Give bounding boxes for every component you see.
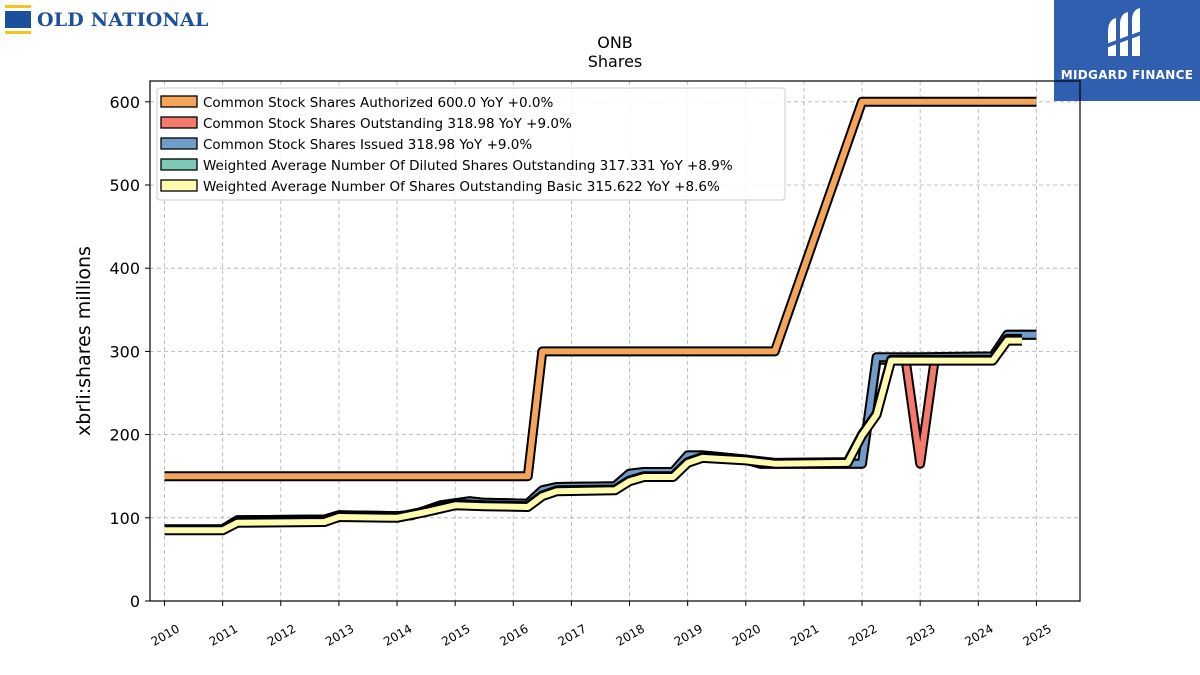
legend-entry-label: Weighted Average Number Of Shares Outsta… [203,179,720,195]
x-tick-label: 2013 [323,621,356,648]
series-weighted-average-number-of-shares-outstanding-basic [164,335,1022,536]
legend-swatch [160,116,198,129]
legend-swatch [160,95,198,108]
legend-entry-label: Common Stock Shares Authorized 600.0 YoY… [203,95,553,111]
plot-frame [149,80,1081,602]
midgard-finance-logo-text: MIDGARD FINANCE [1060,68,1194,82]
x-tick-label: 2021 [788,621,821,648]
y-tick-label: 100 [109,509,140,528]
x-tick-label: 2023 [904,621,937,648]
chart-subtitle: Shares [588,52,643,71]
y-tick-label: 0 [130,592,140,611]
series-common-stock-shares-authorized [164,96,1037,482]
x-tick-label: 2014 [381,621,414,648]
x-tick-label: 2012 [265,621,298,648]
midgard-emblem-icon [1106,8,1144,56]
x-tick-label: 2015 [439,621,472,648]
x-tick-label: 2022 [846,621,879,648]
series-line [164,337,1022,534]
x-tick-label: 2011 [207,621,240,648]
y-tick-label: 600 [109,93,140,112]
x-tick-label: 2024 [962,621,995,648]
x-tick-label: 2017 [555,621,588,648]
x-tick-label: 2025 [1020,621,1053,648]
series-line [164,98,1037,480]
legend-entry-label: Common Stock Shares Outstanding 318.98 Y… [203,116,572,132]
chart-title: ONB [597,33,633,52]
x-tick-label: 2010 [149,621,182,648]
y-tick-label: 400 [109,259,140,278]
series-lines [164,96,1037,536]
series-line-outline [164,335,1022,536]
legend: Common Stock Shares Authorized 600.0 YoY… [156,87,786,201]
midgard-finance-logo: MIDGARD FINANCE [1054,0,1200,101]
legend-swatch [160,179,198,192]
y-tick-label: 300 [109,342,140,361]
y-axis-label: xbrli:shares millions [73,246,95,436]
legend-swatch [160,158,198,171]
x-tick-label: 2019 [672,621,705,648]
legend-box [156,87,786,201]
x-tick-label: 2020 [730,621,763,648]
old-national-emblem-icon [5,5,31,34]
legend-entry-label: Weighted Average Number Of Diluted Share… [203,158,733,174]
legend-entry-label: Common Stock Shares Issued 318.98 YoY +9… [203,137,532,153]
x-tick-label: 2018 [614,621,647,648]
x-tick-label: 2016 [497,621,530,648]
y-tick-label: 500 [109,176,140,195]
y-tick-label: 200 [109,426,140,445]
old-national-logo: OLD NATIONAL [5,5,209,35]
legend-swatch [160,137,198,150]
old-national-logo-text: OLD NATIONAL [37,9,209,31]
